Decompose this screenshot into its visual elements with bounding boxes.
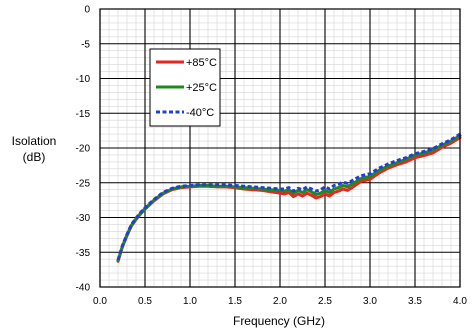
legend-items: +85°C +25°C -40°C [156, 57, 217, 119]
x-tick-label: 1.0 [183, 296, 197, 307]
y-axis-title-line-2: (dB) [23, 150, 46, 164]
y-tick-label: -35 [76, 248, 91, 259]
x-tick-label: 3.0 [363, 296, 377, 307]
legend-label-2: +25°C [186, 82, 217, 94]
x-tick-label: 0.0 [93, 296, 107, 307]
series-line-2 [116, 134, 462, 263]
x-tick-label: 2.0 [273, 296, 287, 307]
y-tick-label: -20 [76, 144, 91, 155]
series-layer [116, 132, 462, 263]
x-tick-label: 4.0 [453, 296, 467, 307]
y-tick-label: -5 [81, 39, 90, 50]
y-tick-label: -40 [76, 283, 91, 294]
x-tick-label: 2.5 [318, 296, 332, 307]
legend-label-1: +85°C [186, 57, 217, 69]
y-tick-label: 0 [84, 5, 90, 16]
x-axis-title: Frequency (GHz) [233, 314, 325, 328]
y-tick-label: -25 [76, 178, 91, 189]
x-tick-label: 3.5 [408, 296, 422, 307]
y-tick-label: -30 [76, 213, 91, 224]
x-tick-labels: 0.0 0.5 1.0 1.5 2.0 2.5 3.0 3.5 4.0 [93, 296, 467, 307]
y-axis-title-line-1: Isolation [12, 134, 57, 148]
y-tick-label: -10 [76, 74, 91, 85]
legend-label-3: -40°C [186, 107, 214, 119]
series-line-3 [116, 132, 461, 261]
y-tick-label: -15 [76, 109, 91, 120]
y-tick-labels: 0 -5 -10 -15 -20 -25 -30 -35 -40 [76, 5, 91, 294]
legend: +85°C +25°C -40°C [149, 48, 221, 127]
plot-frame [99, 8, 461, 288]
x-tick-label: 0.5 [138, 296, 152, 307]
x-tick-label: 1.5 [228, 296, 242, 307]
